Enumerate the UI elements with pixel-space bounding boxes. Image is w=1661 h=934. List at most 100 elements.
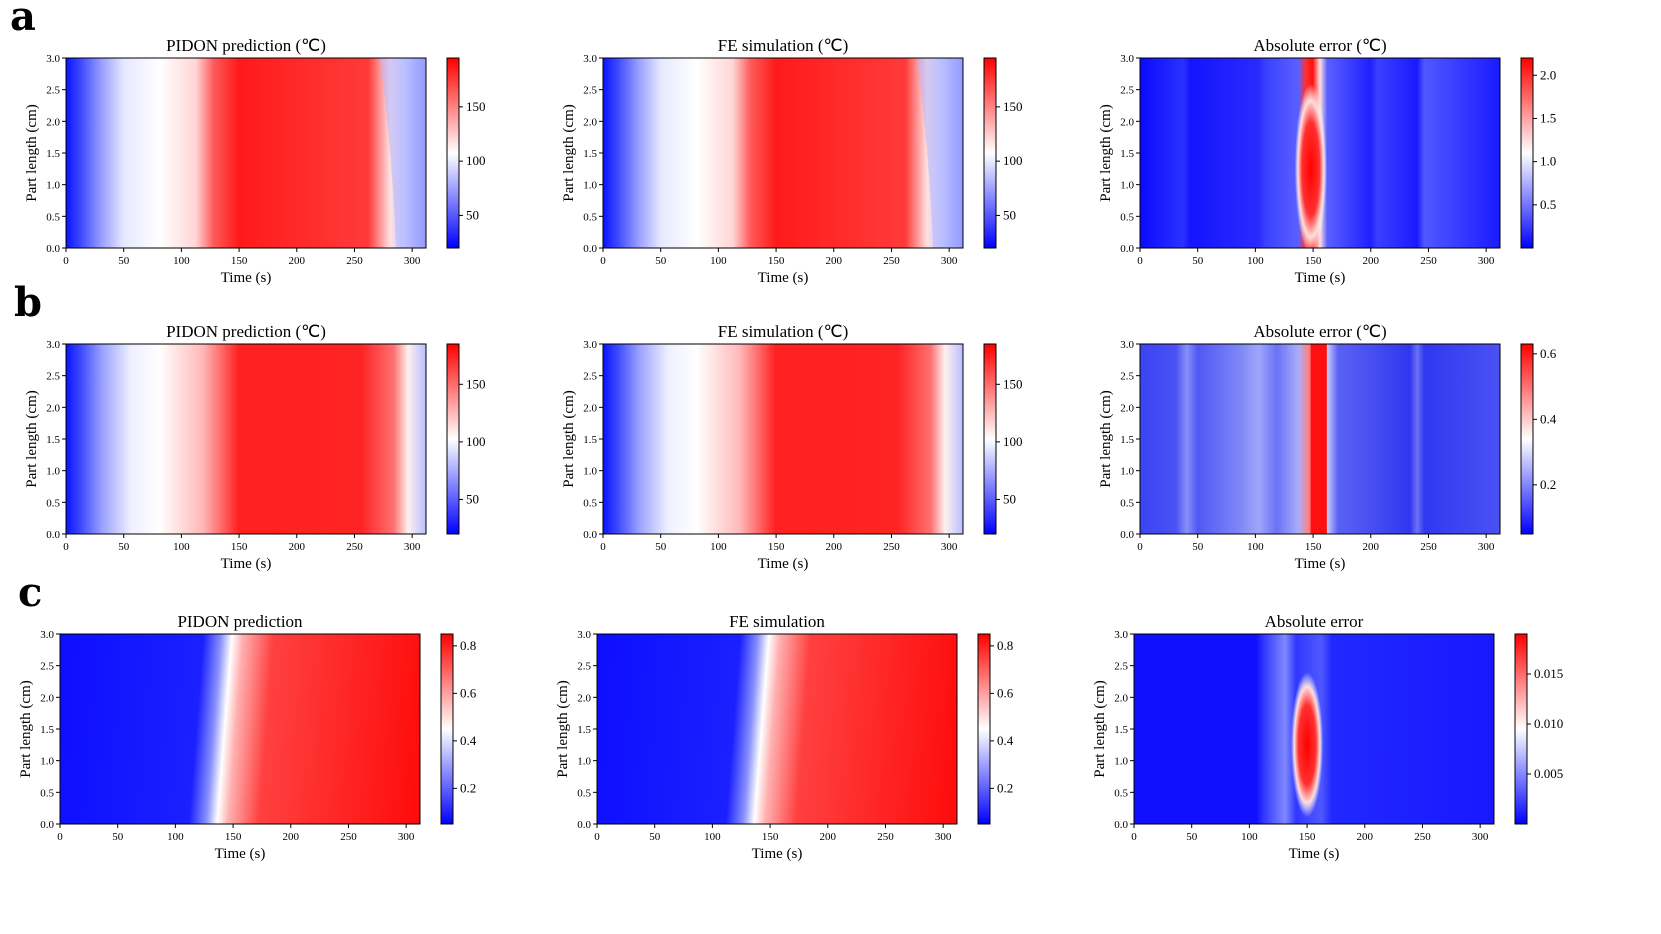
y-tick-label: 3.0 xyxy=(583,53,597,65)
colorbar-tick-label: 0.005 xyxy=(1534,766,1563,781)
x-tick-label: 50 xyxy=(1192,255,1204,267)
colorbar-scale xyxy=(1520,57,1534,249)
x-tick-label: 200 xyxy=(826,541,843,553)
colorbar-tick-label: 0.6 xyxy=(997,685,1014,700)
colorbar-scale xyxy=(983,57,997,249)
y-tick-label: 1.0 xyxy=(1120,466,1134,478)
x-tick-label: 100 xyxy=(173,255,190,267)
colorbar: 0.5 1.0 1.5 2.0 xyxy=(1520,57,1556,249)
x-tick-label: 250 xyxy=(1420,255,1437,267)
x-tick-label: 100 xyxy=(1247,255,1264,267)
x-tick-label: 50 xyxy=(655,541,667,553)
heatmap xyxy=(66,344,426,534)
x-tick-label: 150 xyxy=(1299,831,1316,843)
panel-title: Absolute error (℃) xyxy=(1253,322,1386,341)
x-tick-label: 100 xyxy=(1247,541,1264,553)
x-tick-label: 50 xyxy=(649,831,661,843)
colorbar-tick-label: 0.2 xyxy=(460,780,476,795)
panel-c-3: Absolute error 0 50 100 150 200 250 300 0.0 0.5 1.… xyxy=(1092,612,1563,862)
x-tick-label: 100 xyxy=(710,255,727,267)
x-tick-label: 150 xyxy=(768,255,785,267)
x-tick-label: 0 xyxy=(600,541,606,553)
colorbar-tick-label: 1.5 xyxy=(1540,110,1556,125)
x-axis-label: Time (s) xyxy=(221,270,272,286)
colorbar-tick-label: 0.4 xyxy=(460,733,477,748)
y-tick-label: 0.0 xyxy=(1120,529,1134,541)
y-axis-label: Part length (cm) xyxy=(561,390,577,487)
y-tick-label: 2.5 xyxy=(583,85,597,97)
colorbar-tick-label: 1.0 xyxy=(1540,154,1556,169)
x-tick-label: 300 xyxy=(941,255,958,267)
y-tick-label: 2.0 xyxy=(40,692,54,704)
y-tick-label: 0.0 xyxy=(583,243,597,255)
y-tick-label: 2.5 xyxy=(46,371,60,383)
y-tick-label: 0.5 xyxy=(46,211,60,223)
colorbar: 0.005 0.010 0.015 xyxy=(1514,633,1563,825)
x-tick-label: 200 xyxy=(289,255,306,267)
colorbar-tick-label: 0.8 xyxy=(460,638,476,653)
y-tick-label: 1.5 xyxy=(1120,148,1134,160)
y-tick-label: 0.0 xyxy=(583,529,597,541)
colorbar-tick-label: 50 xyxy=(1003,491,1016,506)
y-tick-label: 1.5 xyxy=(577,724,591,736)
x-tick-label: 50 xyxy=(1186,831,1198,843)
y-axis-label: Part length (cm) xyxy=(24,390,40,487)
y-tick-label: 2.0 xyxy=(583,402,597,414)
x-tick-label: 100 xyxy=(704,831,721,843)
colorbar-tick-label: 0.010 xyxy=(1534,716,1563,731)
x-tick-label: 0 xyxy=(1137,255,1143,267)
x-tick-label: 250 xyxy=(1420,541,1437,553)
y-axis-label: Part length (cm) xyxy=(1098,104,1114,201)
colorbar: 0.2 0.4 0.6 0.8 xyxy=(440,633,477,825)
x-tick-label: 200 xyxy=(283,831,300,843)
colorbar: 50 100 150 xyxy=(446,57,486,249)
x-axis-label: Time (s) xyxy=(221,556,272,572)
y-tick-label: 3.0 xyxy=(1120,53,1134,65)
y-tick-label: 1.0 xyxy=(46,466,60,478)
y-tick-label: 1.0 xyxy=(40,756,54,768)
x-tick-label: 150 xyxy=(1305,255,1322,267)
x-tick-label: 300 xyxy=(404,541,421,553)
y-axis-label: Part length (cm) xyxy=(1098,390,1114,487)
x-tick-label: 200 xyxy=(1363,255,1380,267)
colorbar-tick-label: 100 xyxy=(1003,153,1023,168)
colorbar-scale xyxy=(1520,343,1534,535)
colorbar-scale xyxy=(446,343,460,535)
panel-title: FE simulation xyxy=(729,612,825,631)
y-tick-label: 1.5 xyxy=(583,148,597,160)
x-tick-label: 300 xyxy=(1472,831,1489,843)
y-tick-label: 2.5 xyxy=(40,661,54,673)
x-tick-label: 150 xyxy=(762,831,779,843)
y-tick-label: 0.5 xyxy=(583,211,597,223)
y-tick-label: 1.0 xyxy=(46,180,60,192)
y-tick-label: 2.5 xyxy=(577,661,591,673)
panel-a-1: PIDON prediction (℃) 0 50 100 150 200 250 300 0.… xyxy=(24,36,486,286)
x-tick-label: 50 xyxy=(655,255,667,267)
colorbar-tick-label: 150 xyxy=(1003,99,1023,114)
row-c: c PIDON prediction 0 50 100 150 200 250 300 0.0 0.… xyxy=(18,569,1563,862)
x-tick-label: 0 xyxy=(594,831,600,843)
x-axis-label: Time (s) xyxy=(1289,846,1340,862)
row-label-c: c xyxy=(18,569,42,616)
y-axis-label: Part length (cm) xyxy=(1092,680,1108,777)
y-tick-label: 0.5 xyxy=(577,787,591,799)
y-tick-label: 3.0 xyxy=(1114,629,1128,641)
panel-title: FE simulation (℃) xyxy=(718,36,849,55)
x-tick-label: 0 xyxy=(63,541,69,553)
x-tick-label: 200 xyxy=(1357,831,1374,843)
x-tick-label: 50 xyxy=(118,541,130,553)
y-tick-label: 0.5 xyxy=(46,497,60,509)
heatmap xyxy=(1134,634,1494,824)
colorbar-tick-label: 100 xyxy=(466,434,486,449)
row-b: b PIDON prediction (℃) 0 50 100 150 200 250 300 0… xyxy=(14,279,1557,572)
colorbar-tick-label: 50 xyxy=(466,491,479,506)
x-tick-label: 150 xyxy=(1305,541,1322,553)
x-tick-label: 250 xyxy=(346,255,363,267)
x-tick-label: 250 xyxy=(346,541,363,553)
y-tick-label: 3.0 xyxy=(583,339,597,351)
y-tick-label: 1.5 xyxy=(46,148,60,160)
x-axis-label: Time (s) xyxy=(215,846,266,862)
x-axis-label: Time (s) xyxy=(752,846,803,862)
x-tick-label: 250 xyxy=(883,541,900,553)
y-tick-label: 2.0 xyxy=(1120,402,1134,414)
